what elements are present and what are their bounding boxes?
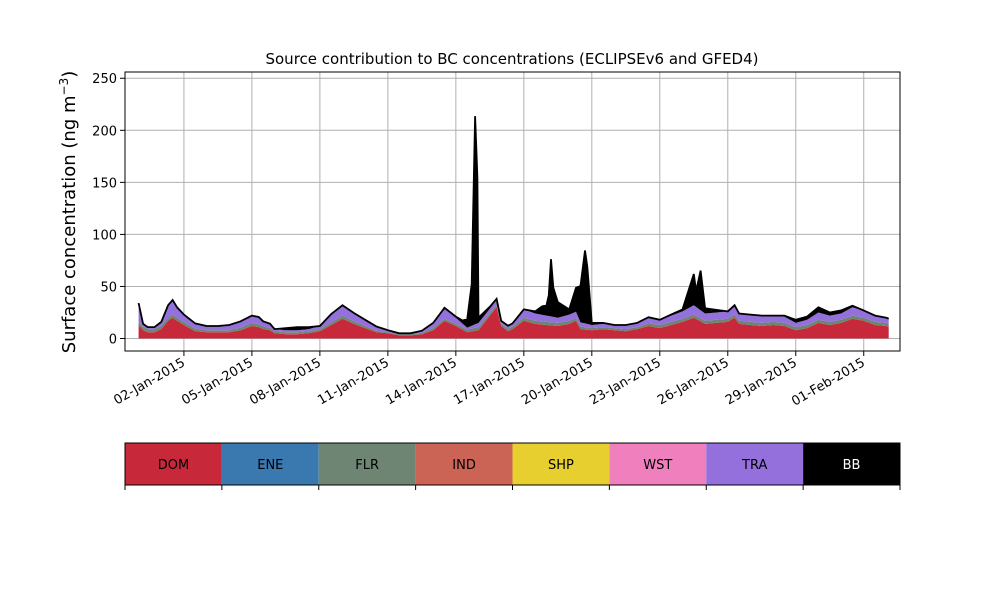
legend-label-shp: SHP [548, 458, 574, 473]
legend-swatch-dom [125, 443, 222, 485]
legend-swatch-ene [221, 443, 319, 485]
plot-frame [124, 71, 901, 352]
y-tick-label: 100 [92, 228, 117, 243]
x-tick-label: 11-Jan-2015 [315, 355, 392, 408]
chart-title: Source contribution to BC concentrations… [265, 50, 758, 68]
legend-label-bb: BB [843, 458, 861, 473]
x-tick-label: 17-Jan-2015 [451, 355, 528, 408]
legend-swatch-wst [609, 443, 707, 485]
x-tick-label: 02-Jan-2015 [111, 355, 188, 408]
area-series-bb [138, 116, 889, 334]
x-tick-label: 05-Jan-2015 [179, 355, 256, 408]
x-tick-label: 23-Jan-2015 [587, 355, 664, 408]
legend-swatch-tra [706, 443, 804, 485]
legend-label-ind: IND [452, 458, 476, 473]
legend-swatch-ind [415, 443, 513, 485]
y-tick-label: 0 [109, 333, 117, 348]
y-tick-label: 200 [92, 124, 117, 139]
legend-label-dom: DOM [158, 458, 189, 473]
legend-swatch-shp [512, 443, 610, 485]
y-axis-label: Surface concentration (ng m−3) [57, 71, 80, 354]
x-axis: 02-Jan-201505-Jan-201508-Jan-201511-Jan-… [111, 351, 868, 409]
legend-label-tra: TRA [741, 458, 767, 473]
legend-colorbar: DOM ENE FLR IND SHP WST TRA BB [124, 442, 901, 490]
y-tick-label: 250 [92, 72, 117, 87]
x-tick-label: 01-Feb-2015 [789, 355, 868, 409]
y-axis: 0 50 100 150 200 250 [92, 72, 125, 348]
legend-label-flr: FLR [355, 458, 379, 473]
axes-layer [124, 71, 901, 352]
area-series-dom [138, 307, 889, 339]
legend-label-ene: ENE [257, 458, 283, 473]
area-series-tra [138, 299, 889, 335]
x-tick-label: 14-Jan-2015 [383, 355, 460, 408]
y-axis-label-main: Surface concentration (ng m [59, 95, 80, 353]
y-axis-label-close: ) [59, 71, 80, 78]
grid-layer [125, 72, 900, 351]
total-outline [137, 116, 890, 335]
stacked-area-layer [137, 116, 890, 339]
legend-swatch-bb [803, 443, 900, 485]
y-tick-label: 50 [100, 280, 117, 295]
x-tick-label: 29-Jan-2015 [723, 355, 800, 408]
x-tick-label: 20-Jan-2015 [519, 355, 596, 408]
y-axis-label-exponent: −3 [57, 78, 71, 96]
x-tick-label: 26-Jan-2015 [655, 355, 732, 408]
legend-label-wst: WST [643, 458, 672, 473]
legend-swatch-flr [318, 443, 416, 485]
x-tick-label: 08-Jan-2015 [247, 355, 324, 408]
y-tick-label: 150 [92, 176, 117, 191]
